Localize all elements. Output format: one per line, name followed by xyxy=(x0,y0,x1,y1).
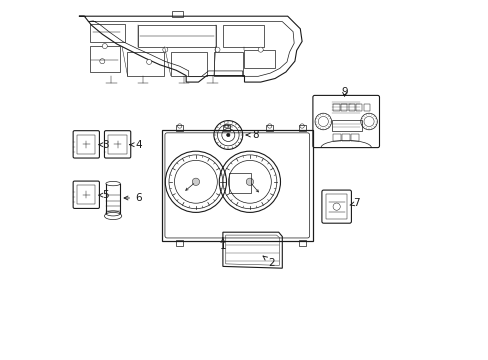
Text: 5: 5 xyxy=(99,190,109,200)
Bar xyxy=(176,125,183,131)
Circle shape xyxy=(246,178,253,185)
Bar xyxy=(298,240,305,246)
Bar xyxy=(77,185,95,204)
Bar xyxy=(229,173,250,193)
Bar xyxy=(108,135,126,154)
Bar xyxy=(172,11,183,17)
Circle shape xyxy=(102,44,107,49)
Bar xyxy=(342,134,349,141)
Bar xyxy=(138,25,215,47)
Text: 7: 7 xyxy=(349,198,359,208)
Bar xyxy=(333,134,340,141)
Text: 3: 3 xyxy=(99,140,109,150)
Bar xyxy=(355,104,362,111)
Text: PUSH: PUSH xyxy=(223,125,233,129)
Bar xyxy=(77,135,95,154)
Text: 1: 1 xyxy=(219,238,226,251)
Bar xyxy=(265,125,273,131)
Circle shape xyxy=(215,47,220,52)
Bar xyxy=(213,52,242,76)
Bar xyxy=(89,46,120,72)
Bar xyxy=(176,240,183,246)
Bar xyxy=(348,104,354,111)
Bar xyxy=(223,125,230,131)
Text: 2: 2 xyxy=(263,256,274,268)
Circle shape xyxy=(100,59,104,64)
Bar xyxy=(90,24,124,42)
Text: 6: 6 xyxy=(124,193,142,203)
Bar xyxy=(244,50,275,68)
Bar xyxy=(333,104,339,111)
Bar xyxy=(363,104,369,111)
Bar xyxy=(325,194,346,219)
Text: 8: 8 xyxy=(245,130,258,140)
Bar xyxy=(162,130,312,241)
Circle shape xyxy=(163,47,167,52)
Circle shape xyxy=(146,59,151,64)
Bar xyxy=(331,120,361,131)
Bar xyxy=(127,52,163,76)
Text: 4: 4 xyxy=(129,140,142,150)
Bar xyxy=(298,125,305,131)
Circle shape xyxy=(258,47,263,52)
Bar xyxy=(351,134,358,141)
Bar xyxy=(223,25,264,47)
Circle shape xyxy=(192,178,199,185)
Text: 9: 9 xyxy=(341,87,347,97)
Bar xyxy=(170,52,206,76)
Bar xyxy=(340,104,346,111)
Circle shape xyxy=(226,133,229,137)
